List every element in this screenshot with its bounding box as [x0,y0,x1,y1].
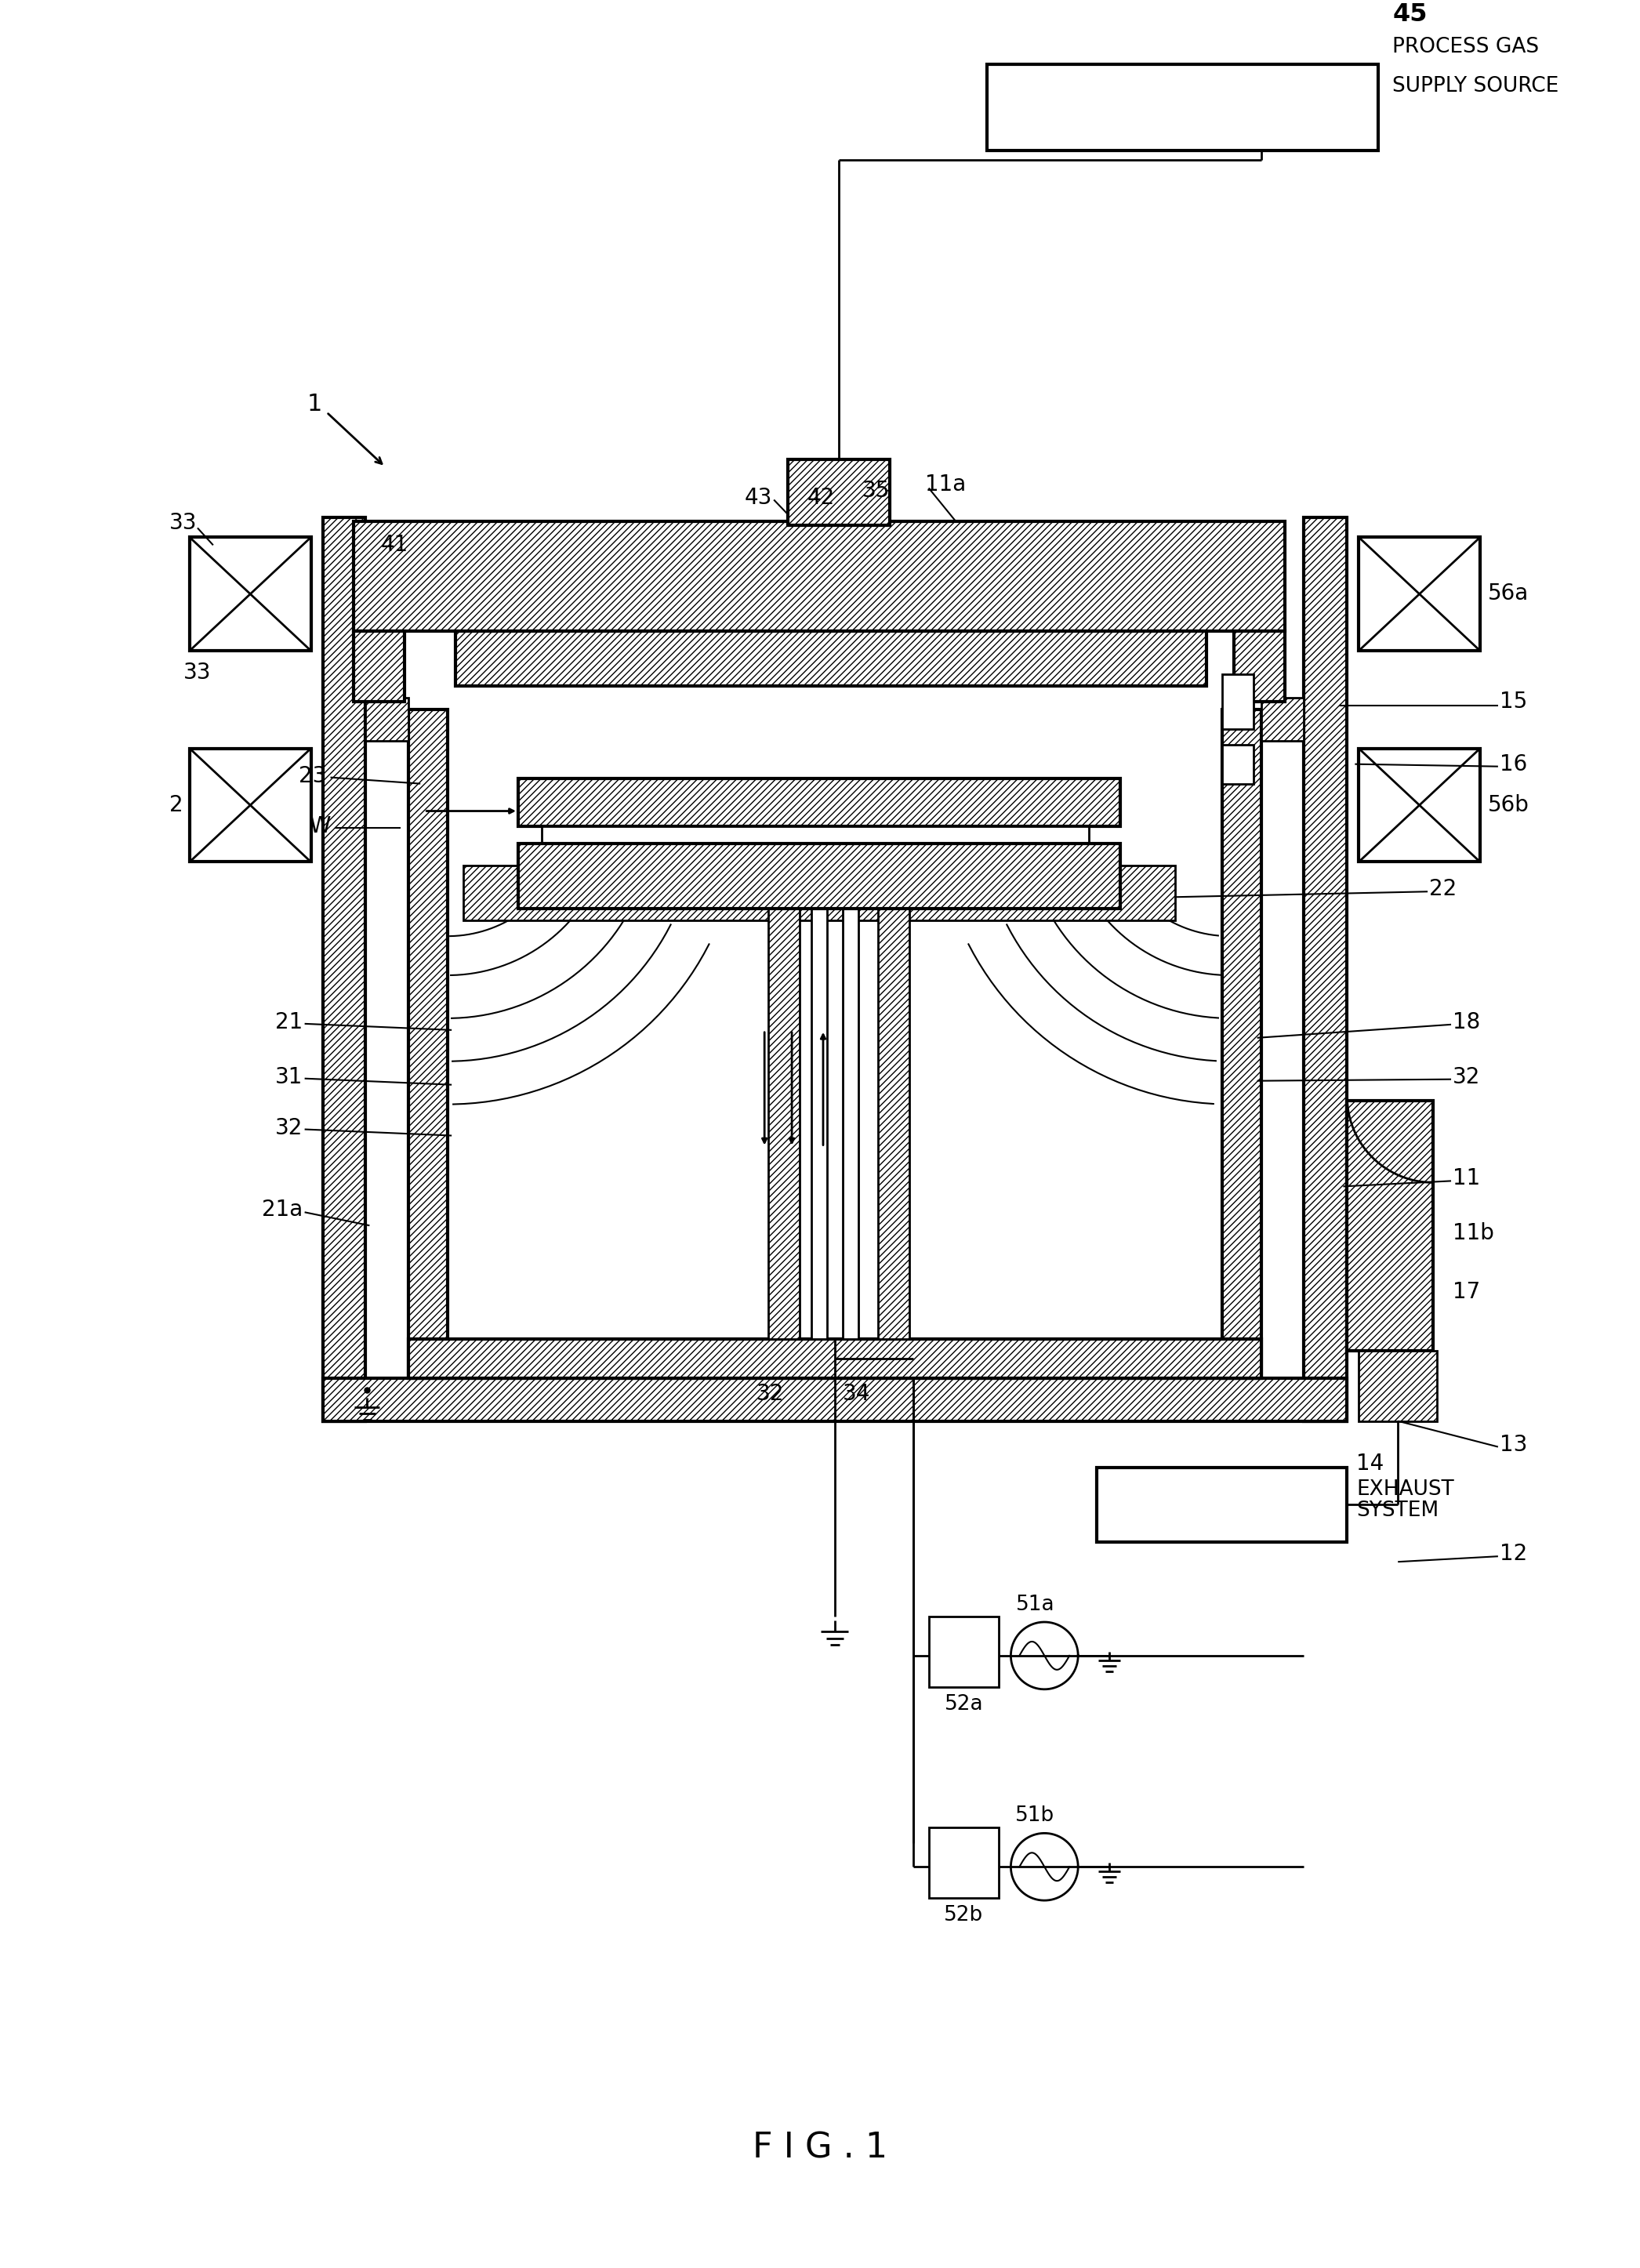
Bar [987,64,1378,150]
Text: 33: 33 [169,513,197,535]
Text: 21a: 21a [262,1200,303,1220]
Bar [1261,699,1304,742]
Text: 32: 32 [276,1116,303,1139]
Text: 34: 34 [843,1383,871,1404]
Text: 56a: 56a [1487,583,1528,606]
Bar [323,517,366,1422]
Bar [928,1828,999,1898]
Bar [1360,538,1479,651]
Bar [518,778,1120,826]
Text: PROCESS GAS: PROCESS GAS [1392,36,1540,57]
Text: 15: 15 [1499,689,1527,712]
Bar [518,844,1120,909]
Text: 56b: 56b [1487,794,1530,816]
Text: F I G . 1: F I G . 1 [753,2132,887,2166]
Bar [1304,517,1346,1422]
Bar [190,748,312,862]
Text: 18: 18 [1453,1012,1481,1034]
Text: 51b: 51b [1015,1805,1055,1826]
Text: 21: 21 [276,1012,303,1034]
Text: 17: 17 [1453,1281,1481,1304]
Text: 13: 13 [1499,1433,1527,1456]
Bar [541,826,1089,844]
Text: 1: 1 [307,392,321,415]
Text: 11a: 11a [925,474,966,494]
Text: 31: 31 [276,1066,303,1089]
Bar [1233,631,1284,701]
Text: 11b: 11b [1453,1222,1494,1245]
Bar [787,458,889,526]
Text: 42: 42 [807,488,835,510]
Text: EXHAUST: EXHAUST [1356,1479,1455,1499]
Bar [456,631,1207,685]
Bar [354,522,1284,631]
Bar [354,631,405,701]
Text: 32: 32 [1453,1066,1481,1089]
Bar [928,1617,999,1687]
Bar [769,909,800,1338]
Text: 52b: 52b [945,1905,984,1926]
Text: 23: 23 [298,764,326,787]
Text: 22: 22 [1428,878,1456,900]
Bar [366,699,408,742]
Bar [323,1379,1346,1422]
Text: 11: 11 [1453,1168,1481,1191]
Text: 35: 35 [863,479,891,501]
Text: 52a: 52a [945,1694,984,1715]
Text: 45: 45 [1392,2,1427,27]
Bar [1222,710,1261,1379]
Text: SYSTEM: SYSTEM [1356,1501,1438,1522]
Text: 51a: 51a [1015,1594,1055,1615]
Text: SUPPLY SOURCE: SUPPLY SOURCE [1392,75,1560,95]
Text: 2: 2 [169,794,184,816]
Bar [1346,1100,1433,1352]
Bar [812,909,827,1338]
Text: 12: 12 [1499,1542,1527,1565]
Text: 14: 14 [1356,1454,1384,1474]
Bar [464,866,1174,921]
Bar [1360,1352,1437,1422]
Bar [408,710,448,1379]
Text: 41: 41 [380,535,408,556]
Bar [843,909,858,1338]
Text: W: W [308,816,330,837]
Bar [408,1338,1261,1379]
Bar [1360,748,1479,862]
Bar [1222,674,1253,728]
Text: 16: 16 [1499,753,1527,776]
Text: 33: 33 [184,662,212,683]
Text: 43: 43 [745,488,772,510]
Bar [1222,744,1253,785]
Bar [1097,1467,1346,1542]
Bar [877,909,909,1338]
Text: 32: 32 [756,1383,784,1404]
Bar [190,538,312,651]
